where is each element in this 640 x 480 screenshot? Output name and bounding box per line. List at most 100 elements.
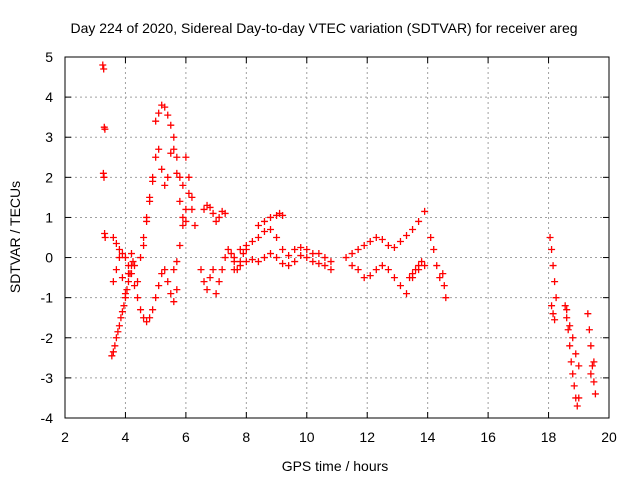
data-point bbox=[378, 262, 386, 270]
data-point bbox=[285, 252, 293, 260]
data-point bbox=[108, 352, 116, 360]
data-point bbox=[248, 256, 256, 264]
data-point bbox=[143, 318, 151, 326]
data-point bbox=[348, 250, 356, 258]
y-tick-label: -4 bbox=[41, 410, 54, 426]
y-axis-label: SDTVAR / TECUs bbox=[7, 181, 23, 293]
data-point bbox=[384, 242, 392, 250]
data-point bbox=[140, 314, 148, 322]
data-point bbox=[212, 290, 220, 298]
data-point bbox=[591, 390, 599, 398]
data-point bbox=[176, 197, 184, 205]
data-point bbox=[129, 258, 137, 266]
data-point bbox=[176, 173, 184, 181]
data-point bbox=[170, 145, 178, 153]
data-point bbox=[124, 262, 132, 270]
data-point bbox=[123, 286, 131, 294]
x-tick-label: 14 bbox=[420, 429, 436, 445]
data-point bbox=[115, 246, 123, 254]
data-point bbox=[131, 262, 139, 270]
data-point bbox=[118, 250, 126, 258]
data-point bbox=[206, 274, 214, 282]
data-point bbox=[200, 205, 208, 213]
data-point bbox=[203, 286, 211, 294]
data-point bbox=[173, 153, 181, 161]
data-point bbox=[115, 254, 123, 262]
data-point bbox=[134, 278, 142, 286]
x-tick-label: 8 bbox=[242, 429, 250, 445]
data-point bbox=[155, 282, 163, 290]
data-point bbox=[188, 193, 196, 201]
data-point bbox=[439, 270, 447, 278]
data-point bbox=[167, 149, 175, 157]
data-point bbox=[112, 240, 120, 248]
data-point bbox=[137, 306, 145, 314]
data-point bbox=[563, 314, 571, 322]
data-point bbox=[430, 246, 438, 254]
data-point bbox=[146, 197, 154, 205]
data-point bbox=[575, 394, 583, 402]
data-point bbox=[260, 217, 268, 225]
x-tick-label: 16 bbox=[480, 429, 496, 445]
data-point bbox=[569, 370, 577, 378]
x-tick-label: 12 bbox=[359, 429, 375, 445]
data-point bbox=[221, 209, 229, 217]
data-point bbox=[354, 246, 362, 254]
y-tick-label: -2 bbox=[41, 330, 54, 346]
data-point bbox=[563, 306, 571, 314]
data-point bbox=[372, 266, 380, 274]
data-point bbox=[182, 217, 190, 225]
data-point bbox=[321, 254, 329, 262]
data-point bbox=[573, 402, 581, 410]
data-point bbox=[327, 266, 335, 274]
data-point bbox=[236, 246, 244, 254]
data-point bbox=[285, 262, 293, 270]
data-point bbox=[548, 246, 556, 254]
data-point bbox=[360, 274, 368, 282]
data-point bbox=[303, 246, 311, 254]
data-point bbox=[149, 177, 157, 185]
data-point bbox=[124, 278, 132, 286]
data-point bbox=[112, 334, 120, 342]
data-point bbox=[209, 266, 217, 274]
data-point bbox=[585, 326, 593, 334]
data-point bbox=[155, 145, 163, 153]
data-point bbox=[267, 250, 275, 258]
data-point bbox=[182, 153, 190, 161]
data-point bbox=[242, 242, 250, 250]
data-point bbox=[200, 278, 208, 286]
data-point bbox=[173, 169, 181, 177]
data-point bbox=[273, 234, 281, 241]
y-tick-label: 2 bbox=[45, 169, 53, 185]
data-point bbox=[118, 274, 126, 282]
data-point bbox=[433, 262, 441, 270]
data-point bbox=[173, 286, 181, 294]
data-point bbox=[569, 334, 577, 342]
data-point bbox=[279, 246, 287, 254]
y-tick-label: 4 bbox=[45, 89, 53, 105]
data-point bbox=[215, 278, 223, 286]
data-point bbox=[109, 348, 117, 356]
x-axis-label: GPS time / hours bbox=[282, 458, 389, 474]
data-point bbox=[309, 250, 317, 258]
data-point bbox=[127, 250, 135, 258]
data-point bbox=[197, 266, 205, 274]
data-point bbox=[242, 258, 250, 266]
data-point bbox=[546, 234, 554, 241]
data-point bbox=[552, 294, 560, 302]
data-point bbox=[587, 342, 595, 350]
data-point bbox=[152, 294, 160, 302]
data-point bbox=[403, 231, 411, 239]
data-point bbox=[140, 242, 148, 250]
data-point bbox=[564, 326, 572, 334]
data-point bbox=[114, 328, 122, 336]
data-point bbox=[421, 207, 429, 215]
data-point bbox=[348, 262, 356, 270]
data-point bbox=[179, 181, 187, 189]
data-point bbox=[224, 246, 232, 254]
data-point bbox=[390, 244, 398, 252]
data-point bbox=[101, 234, 109, 241]
data-point bbox=[206, 203, 214, 211]
data-point bbox=[254, 221, 262, 229]
data-point bbox=[315, 250, 323, 258]
